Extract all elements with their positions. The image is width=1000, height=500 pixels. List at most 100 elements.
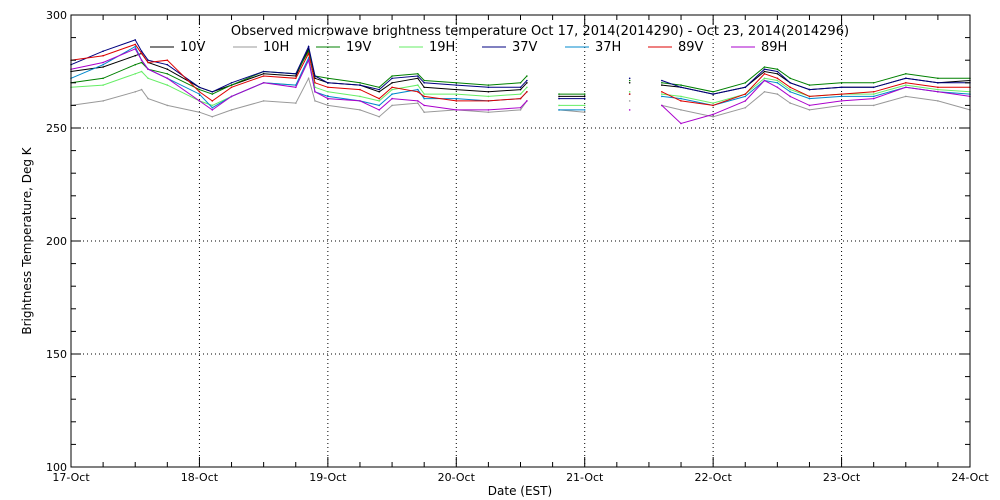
data-point [808,84,811,86]
data-point [789,77,791,80]
data-point [166,68,169,70]
data-point [417,73,419,75]
data-point [789,86,791,89]
data-point [776,73,779,75]
data-point [776,86,779,89]
y-tick-label: 100 [46,461,67,474]
data-point [140,61,143,64]
data-point [808,88,811,91]
grid [71,15,970,467]
data-point [519,109,522,111]
data-point [872,95,875,98]
data-point [134,45,136,48]
data-point [558,109,560,111]
data-point [102,66,104,68]
y-tick-label: 200 [46,235,67,248]
data-point [423,95,426,98]
legend-item-19V: 19V [316,40,372,55]
data-point [307,59,310,61]
data-point [905,73,907,75]
data-point [776,79,779,82]
data-point [872,104,875,107]
data-point [661,79,663,82]
data-point [680,86,682,89]
data-point [583,97,586,100]
data-point [661,84,663,86]
data-point [295,102,297,104]
data-point [307,77,310,80]
data-point [776,77,779,80]
data-point [295,73,297,75]
data-point [327,86,329,89]
data-point [198,93,201,95]
data-point [789,95,791,98]
legend-label: 10H [263,40,289,55]
data-point [455,84,458,86]
data-point [744,106,747,109]
data-point [262,70,265,73]
data-point [789,102,791,104]
data-point [526,79,528,82]
data-point [455,97,458,100]
data-point [378,104,381,107]
data-point [327,91,329,93]
y-tick-label: 250 [46,122,67,135]
data-point [211,109,214,111]
data-point [147,61,149,64]
x-axis-title: Date (EST) [488,484,552,498]
data-point [661,82,663,84]
data-point [744,82,747,84]
data-point [628,93,631,95]
data-point [905,95,907,98]
data-point [840,100,843,102]
data-point [840,93,843,95]
data-point [455,100,458,102]
data-point [763,79,766,82]
data-point [628,79,631,82]
data-point [378,97,381,100]
y-tick-label: 300 [46,9,67,22]
data-point [140,50,143,52]
x-tick-label: 20-Oct [438,471,476,484]
data-point [776,93,779,95]
data-point [712,91,714,93]
data-point [230,95,233,98]
data-point [314,75,316,77]
data-point [487,84,490,86]
data-point [134,63,136,66]
data-point [680,97,682,100]
data-point [391,88,393,91]
data-point [661,91,663,93]
chart-title: Observed microwave brightness temperatur… [231,24,849,39]
legend-label: 89H [761,40,787,55]
data-point [423,93,426,95]
data-point [519,86,522,89]
data-point [526,100,528,102]
data-point [211,115,214,118]
data-point [230,86,233,89]
data-point [166,77,169,80]
data-point [712,93,714,95]
data-point [519,82,522,84]
data-point [840,86,843,89]
data-point [166,104,169,107]
data-point [712,102,714,104]
data-point [680,100,682,102]
data-point [628,100,631,102]
legend-label: 10V [180,40,206,55]
x-tick-label: 22-Oct [694,471,732,484]
legend-label: 37V [512,40,538,55]
data-point [359,84,361,86]
data-point [391,93,393,95]
data-point [487,86,490,89]
data-point [417,88,419,91]
data-point [526,82,528,84]
data-point [661,104,663,107]
data-point [519,97,522,100]
data-point [327,97,329,100]
data-point [455,82,458,84]
data-point [872,86,875,89]
data-point [680,84,682,86]
data-point [327,77,329,80]
data-point [391,86,393,89]
